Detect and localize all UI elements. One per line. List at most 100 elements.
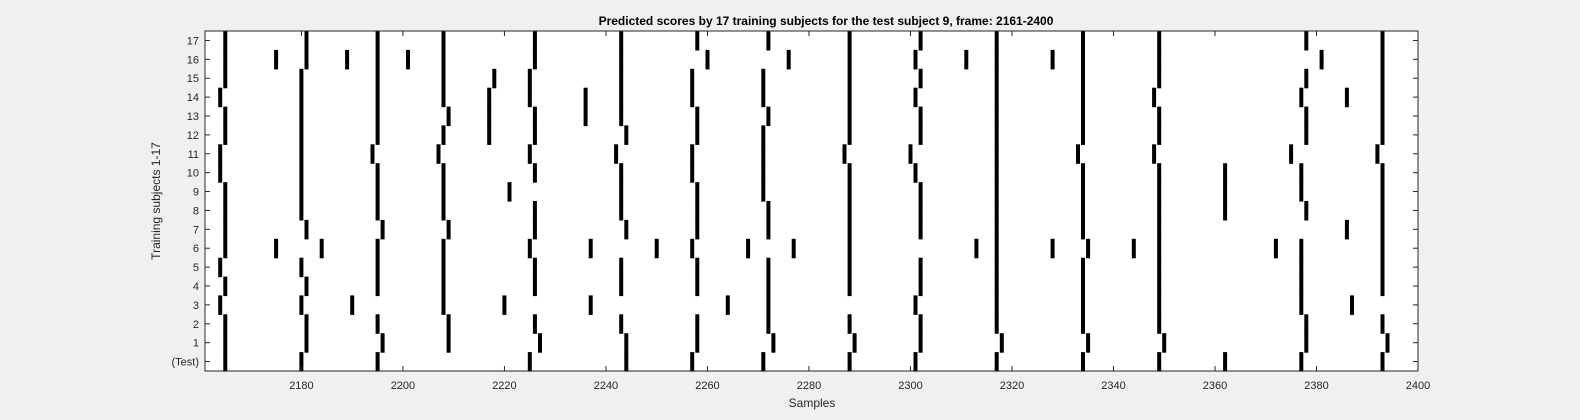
score-mark xyxy=(446,106,451,127)
score-mark xyxy=(1157,31,1162,51)
score-mark xyxy=(375,31,380,51)
score-mark xyxy=(1223,182,1228,202)
score-mark xyxy=(223,106,228,127)
score-mark xyxy=(994,201,999,221)
score-mark xyxy=(223,219,228,240)
score-mark xyxy=(532,49,537,70)
score-mark xyxy=(375,163,380,183)
score-mark xyxy=(842,144,847,164)
score-mark xyxy=(847,163,852,183)
score-mark xyxy=(1157,257,1162,278)
score-mark xyxy=(766,31,771,51)
score-mark xyxy=(375,314,380,334)
score-mark xyxy=(527,144,532,164)
y-tick-label: 5 xyxy=(193,262,199,274)
score-mark xyxy=(375,106,380,127)
score-mark xyxy=(761,352,766,372)
score-mark xyxy=(1380,257,1385,278)
x-axis: 2180 2200 2220 2240 2260 2280 2300 2320 2340 2360… xyxy=(289,31,1430,392)
score-mark xyxy=(406,49,410,70)
score-mark xyxy=(1081,31,1085,51)
score-mark xyxy=(847,201,852,221)
score-mark xyxy=(918,125,923,145)
y-tick-label: 4 xyxy=(193,281,199,293)
score-mark xyxy=(1304,125,1309,145)
score-mark xyxy=(532,201,537,221)
score-mark xyxy=(1081,106,1085,127)
score-mark xyxy=(1304,314,1309,334)
score-mark xyxy=(299,163,304,183)
score-mark xyxy=(1081,49,1085,70)
score-mark xyxy=(375,87,380,108)
score-mark xyxy=(766,201,771,221)
x-tick-label: 2300 xyxy=(898,380,922,392)
score-mark xyxy=(1131,238,1136,259)
score-mark xyxy=(436,144,441,164)
score-mark xyxy=(619,49,624,70)
score-mark xyxy=(619,257,624,278)
x-tick-label: 2320 xyxy=(1000,380,1024,392)
score-mark xyxy=(218,295,223,315)
score-mark xyxy=(319,238,324,259)
score-mark xyxy=(441,276,446,297)
x-tick-label: 2340 xyxy=(1101,380,1125,392)
score-mark xyxy=(1157,125,1162,145)
score-mark xyxy=(619,314,624,334)
score-mark xyxy=(786,49,791,70)
score-mark xyxy=(1380,219,1385,240)
score-mark xyxy=(441,295,446,315)
score-mark xyxy=(1081,257,1085,278)
y-axis-title: Training subjects 1-17 xyxy=(149,142,163,260)
score-mark xyxy=(487,87,492,108)
score-mark xyxy=(299,182,304,202)
score-mark xyxy=(847,276,852,297)
score-mark xyxy=(994,295,999,315)
score-mark xyxy=(619,163,624,183)
score-mark xyxy=(223,314,228,334)
score-mark xyxy=(624,219,629,240)
score-mark xyxy=(1380,163,1385,183)
score-mark xyxy=(918,314,923,334)
score-mark xyxy=(690,352,695,372)
score-mark xyxy=(299,257,304,278)
x-axis-title: Samples xyxy=(789,396,836,410)
score-mark xyxy=(375,182,380,202)
score-mark xyxy=(1157,163,1162,183)
y-tick-label: 14 xyxy=(187,92,199,104)
score-mark xyxy=(695,201,700,221)
score-mark xyxy=(994,87,999,108)
score-mark xyxy=(1157,219,1162,240)
score-mark xyxy=(223,182,228,202)
score-mark xyxy=(299,125,304,145)
score-mark xyxy=(654,238,659,259)
score-mark xyxy=(847,352,852,372)
y-tick-label: 3 xyxy=(193,300,199,312)
score-mark xyxy=(1081,314,1085,334)
score-mark xyxy=(994,68,999,89)
score-mark xyxy=(1304,31,1309,51)
score-mark xyxy=(223,276,228,297)
score-mark xyxy=(588,238,593,259)
score-mark xyxy=(527,68,532,89)
x-tick-label: 2360 xyxy=(1203,380,1227,392)
y-tick-label: 15 xyxy=(187,73,199,85)
y-tick-label: 10 xyxy=(187,168,199,180)
score-mark xyxy=(1304,68,1309,89)
score-mark xyxy=(1299,295,1304,315)
score-mark xyxy=(695,257,700,278)
score-mark xyxy=(913,352,918,372)
score-mark xyxy=(1350,295,1354,315)
x-tick-label: 2240 xyxy=(594,380,618,392)
score-mark xyxy=(695,219,700,240)
score-mark xyxy=(375,257,380,278)
score-mark xyxy=(1380,201,1385,221)
score-mark xyxy=(1380,49,1385,70)
score-mark xyxy=(994,49,999,70)
score-mark xyxy=(994,125,999,145)
score-mark xyxy=(380,333,385,353)
score-mark xyxy=(771,333,776,353)
score-mark xyxy=(223,49,228,70)
score-mark xyxy=(766,295,771,315)
score-mark xyxy=(913,87,918,108)
